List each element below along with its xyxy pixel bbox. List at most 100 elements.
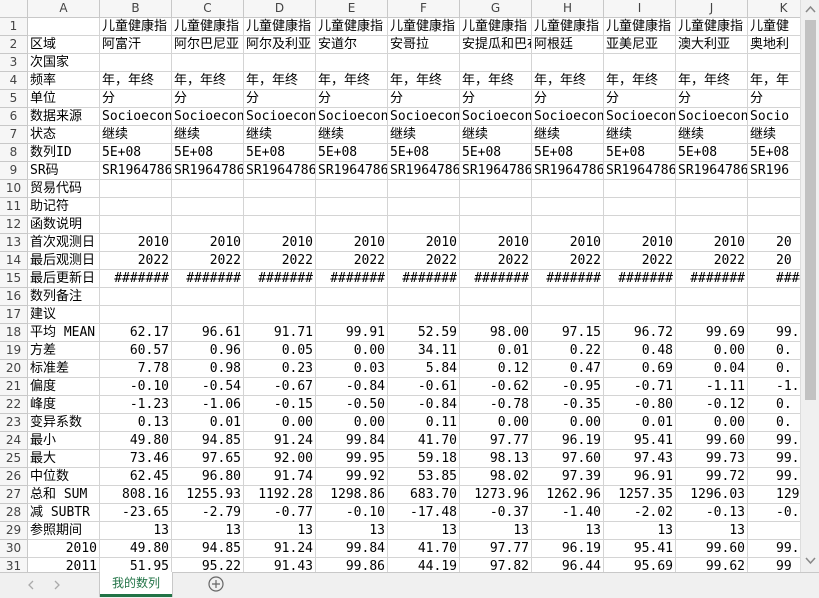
cell[interactable]: ####### <box>460 270 532 288</box>
cell[interactable]: 2010 <box>676 234 748 252</box>
row-header[interactable]: 8 <box>0 144 28 162</box>
cell[interactable] <box>532 306 604 324</box>
cell[interactable]: 2022 <box>172 252 244 270</box>
cell[interactable] <box>748 180 800 198</box>
cell[interactable] <box>100 180 172 198</box>
cell[interactable]: 97.77 <box>460 432 532 450</box>
cell[interactable]: 年，年终 <box>604 72 676 90</box>
cell[interactable]: SR1964786 <box>244 162 316 180</box>
cell[interactable] <box>388 180 460 198</box>
cell[interactable]: -0.13 <box>676 504 748 522</box>
cell[interactable] <box>244 54 316 72</box>
cell[interactable]: 96.61 <box>172 324 244 342</box>
cell[interactable]: 0.00 <box>316 342 388 360</box>
cell[interactable]: 5E+08 <box>532 144 604 162</box>
cell[interactable]: 0.00 <box>244 414 316 432</box>
cell[interactable]: 频率 <box>28 72 100 90</box>
cell[interactable]: 2010 <box>244 234 316 252</box>
cell[interactable]: 儿童健康指 <box>316 18 388 36</box>
row-header[interactable]: 12 <box>0 216 28 234</box>
cell[interactable]: 13 <box>316 522 388 540</box>
cell[interactable] <box>676 54 748 72</box>
cell[interactable]: SR1964786 <box>460 162 532 180</box>
sheet-tab[interactable]: 我的数列 <box>100 572 172 597</box>
cell[interactable]: 年，年终 <box>244 72 316 90</box>
cell[interactable]: 98.13 <box>460 450 532 468</box>
row-header[interactable]: 22 <box>0 396 28 414</box>
row-header[interactable]: 31 <box>0 558 28 572</box>
row-header[interactable]: 27 <box>0 486 28 504</box>
tab-prev[interactable] <box>28 580 34 590</box>
cell[interactable]: 0.11 <box>388 414 460 432</box>
cell[interactable]: 继续 <box>388 126 460 144</box>
cell[interactable]: 平均 MEAN <box>28 324 100 342</box>
cell[interactable] <box>316 54 388 72</box>
cell[interactable]: 儿童健 <box>748 18 800 36</box>
cell[interactable] <box>388 216 460 234</box>
scroll-thumb[interactable] <box>805 20 816 400</box>
cell[interactable] <box>100 288 172 306</box>
column-header[interactable]: K <box>748 0 800 18</box>
cell[interactable] <box>460 306 532 324</box>
cell[interactable] <box>676 180 748 198</box>
column-header[interactable]: E <box>316 0 388 18</box>
scroll-down[interactable] <box>805 557 816 565</box>
cell[interactable] <box>316 306 388 324</box>
cell[interactable]: 95.69 <box>604 558 676 572</box>
cell[interactable]: 澳大利亚 <box>676 36 748 54</box>
cell[interactable]: 分 <box>172 90 244 108</box>
cell[interactable] <box>244 216 316 234</box>
tab-next[interactable] <box>54 580 60 590</box>
cell[interactable]: SR196 <box>748 162 800 180</box>
cell[interactable] <box>604 306 676 324</box>
cell[interactable]: 2022 <box>388 252 460 270</box>
cell[interactable]: 5E+08 <box>604 144 676 162</box>
cell[interactable]: 继续 <box>604 126 676 144</box>
cell[interactable]: 儿童健康指 <box>388 18 460 36</box>
add-sheet[interactable] <box>202 573 232 597</box>
cell[interactable]: Socioeconomic <box>604 108 676 126</box>
cell[interactable]: 97.15 <box>532 324 604 342</box>
cell[interactable]: 99.84 <box>316 432 388 450</box>
cell[interactable]: 808.16 <box>100 486 172 504</box>
cell[interactable]: 峰度 <box>28 396 100 414</box>
cell[interactable]: 继续 <box>748 126 800 144</box>
cell[interactable]: 分 <box>100 90 172 108</box>
cell[interactable]: 92.00 <box>244 450 316 468</box>
cell[interactable]: 97.65 <box>172 450 244 468</box>
cell[interactable]: 41.70 <box>388 432 460 450</box>
cell[interactable]: 区域 <box>28 36 100 54</box>
column-header[interactable]: A <box>28 0 100 18</box>
cell[interactable]: 96.80 <box>172 468 244 486</box>
cell[interactable]: SR1964786 <box>316 162 388 180</box>
cell[interactable]: 1295. <box>748 486 800 504</box>
cell[interactable]: 41.70 <box>388 540 460 558</box>
cell[interactable] <box>532 54 604 72</box>
column-header[interactable]: I <box>604 0 676 18</box>
cell[interactable]: 2011 <box>28 558 100 572</box>
cell[interactable]: 2010 <box>460 234 532 252</box>
cell[interactable]: 5.84 <box>388 360 460 378</box>
cell[interactable]: -1.11 <box>676 378 748 396</box>
cell[interactable]: 5E+08 <box>100 144 172 162</box>
cell[interactable] <box>460 198 532 216</box>
cell[interactable] <box>748 198 800 216</box>
cell[interactable] <box>244 180 316 198</box>
cell[interactable]: 继续 <box>460 126 532 144</box>
cell[interactable]: Socioeconomic <box>532 108 604 126</box>
cell[interactable]: 0.03 <box>316 360 388 378</box>
cell[interactable]: -0.67 <box>244 378 316 396</box>
cell[interactable] <box>316 216 388 234</box>
cell[interactable]: 分 <box>748 90 800 108</box>
cell[interactable]: 99 <box>748 558 800 572</box>
cell[interactable]: -0.95 <box>532 378 604 396</box>
cell[interactable]: 5E+08 <box>460 144 532 162</box>
cell[interactable]: 97.82 <box>460 558 532 572</box>
cell[interactable]: 2010 <box>316 234 388 252</box>
cell[interactable]: 62.45 <box>100 468 172 486</box>
cell[interactable]: 贸易代码 <box>28 180 100 198</box>
cell[interactable]: Socioeconomic <box>316 108 388 126</box>
corner[interactable] <box>0 0 28 18</box>
cell[interactable]: 5E+08 <box>172 144 244 162</box>
cell[interactable]: 阿富汗 <box>100 36 172 54</box>
